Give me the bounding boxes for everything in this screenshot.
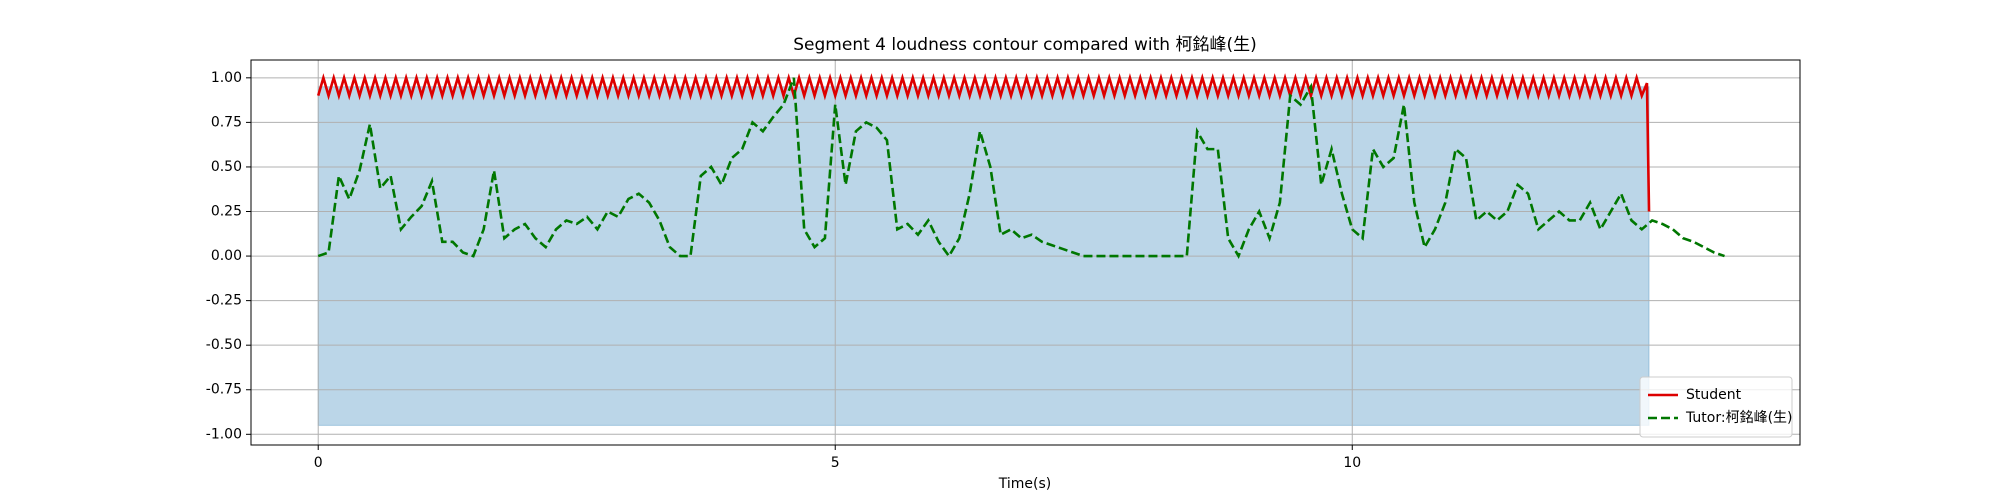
chart-title: Segment 4 loudness contour compared with…: [793, 35, 1256, 55]
legend: Student Tutor:柯銘峰(生): [1639, 376, 1793, 438]
y-tick-label: -0.25: [206, 293, 242, 309]
legend-box: [1639, 376, 1793, 438]
series-line: [316, 73, 1651, 212]
x-tick-label: 10: [1343, 455, 1361, 471]
y-tick-label: -0.50: [206, 337, 242, 353]
y-tick-label: 1.00: [211, 70, 242, 86]
series-line: [317, 77, 1725, 260]
legend-label: Student: [1686, 387, 1742, 403]
plot-frame: [250, 59, 1801, 446]
y-tick-label: -0.75: [206, 382, 242, 398]
x-tick-label: 5: [831, 455, 840, 471]
x-axis-label: Time(s): [998, 476, 1051, 492]
legend-label: Tutor:柯銘峰(生): [1685, 410, 1793, 426]
y-tick-label: 0.00: [211, 248, 242, 264]
y-tick-label: 0.75: [211, 114, 242, 130]
y-tick-label: 0.25: [211, 204, 242, 220]
x-tick-label: 0: [314, 455, 323, 471]
y-tick-label: -1.00: [206, 426, 242, 442]
y-tick-label: 0.50: [211, 159, 242, 175]
